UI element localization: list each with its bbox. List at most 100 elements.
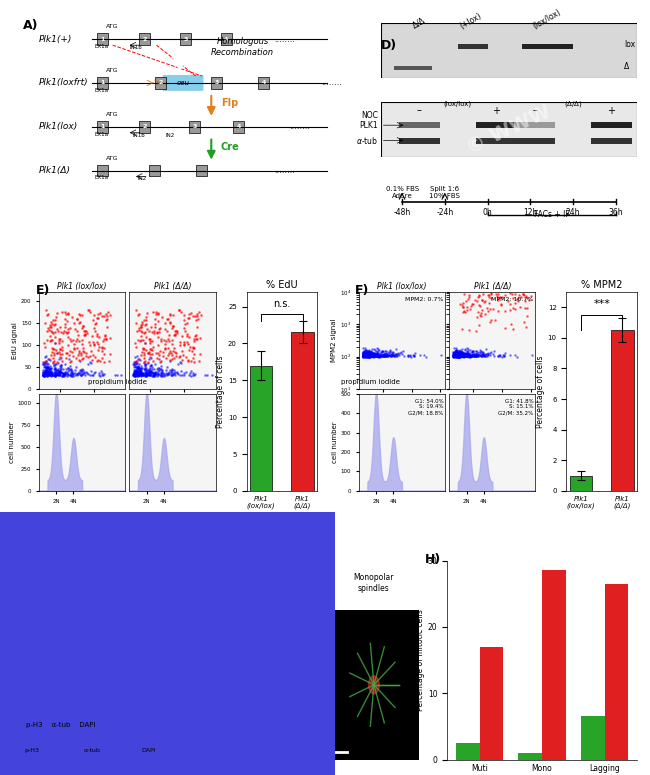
Point [133,369,143,381]
Point [98,369,108,381]
Point [382,350,393,362]
Point [380,350,390,362]
Point [190,367,200,380]
Point [370,347,381,360]
Point [93,344,103,357]
Point [360,347,370,360]
Point [476,350,486,362]
Point [133,360,143,373]
Point [75,315,85,328]
Point [48,369,58,381]
Point [451,347,462,360]
Point [44,366,55,378]
Point [144,368,155,381]
Point [360,350,370,362]
Point [458,349,469,361]
Text: H): H) [424,553,441,566]
Point [139,346,150,359]
Text: E): E) [36,284,50,297]
Point [461,350,471,362]
Point [164,335,174,347]
Point [453,345,463,357]
Point [363,348,373,360]
Point [360,344,370,357]
Point [373,350,384,362]
Point [146,352,156,364]
Point [71,361,81,374]
Point [40,367,51,380]
Point [389,348,400,360]
Point [134,368,144,381]
Point [369,350,379,363]
Point [47,369,58,381]
Point [448,347,459,360]
Point [88,314,98,326]
Point [363,349,373,361]
Point [367,348,378,360]
Point [374,350,385,363]
Point [184,344,194,357]
Point [463,349,473,361]
Point [134,367,144,379]
Point [133,353,144,365]
Point [55,359,66,371]
Point [370,350,381,362]
Bar [398,122,439,129]
Point [359,348,369,360]
Point [476,306,486,319]
Point [51,367,62,380]
Point [450,350,460,362]
Point [49,343,59,355]
Point [38,367,48,380]
Point [358,350,369,362]
Point [164,308,175,320]
Point [75,355,85,367]
Point [363,346,374,359]
Point [57,354,68,367]
Point [369,350,380,362]
Point [387,346,398,359]
Point [145,350,155,363]
Point [66,370,76,382]
Point [64,349,74,361]
Point [359,349,370,361]
Point [451,344,462,357]
Point [512,293,523,305]
Point [42,356,52,369]
Point [99,367,109,380]
Point [454,349,465,361]
Point [129,368,139,381]
Point [457,349,467,361]
Point [367,348,378,360]
Point [460,349,470,361]
FancyBboxPatch shape [162,75,203,91]
Point [55,352,66,364]
Point [138,326,149,339]
Point [131,361,142,374]
Point [367,350,377,363]
Point [518,288,528,300]
Point [158,367,168,380]
Point [371,348,382,360]
Point [40,365,50,377]
Point [462,349,473,361]
Point [448,349,458,361]
Point [149,367,159,379]
Point [452,345,463,357]
Point [454,349,464,361]
Point [462,350,472,362]
Point [44,367,54,380]
Point [153,331,163,343]
Point [177,353,188,366]
Point [376,349,386,361]
Point [367,348,378,360]
Point [450,350,460,362]
Point [148,367,159,380]
Point [460,349,471,361]
Point [164,366,174,378]
Point [469,350,480,362]
Point [84,356,95,368]
Point [452,350,463,363]
Point [81,326,92,339]
Point [363,350,374,362]
